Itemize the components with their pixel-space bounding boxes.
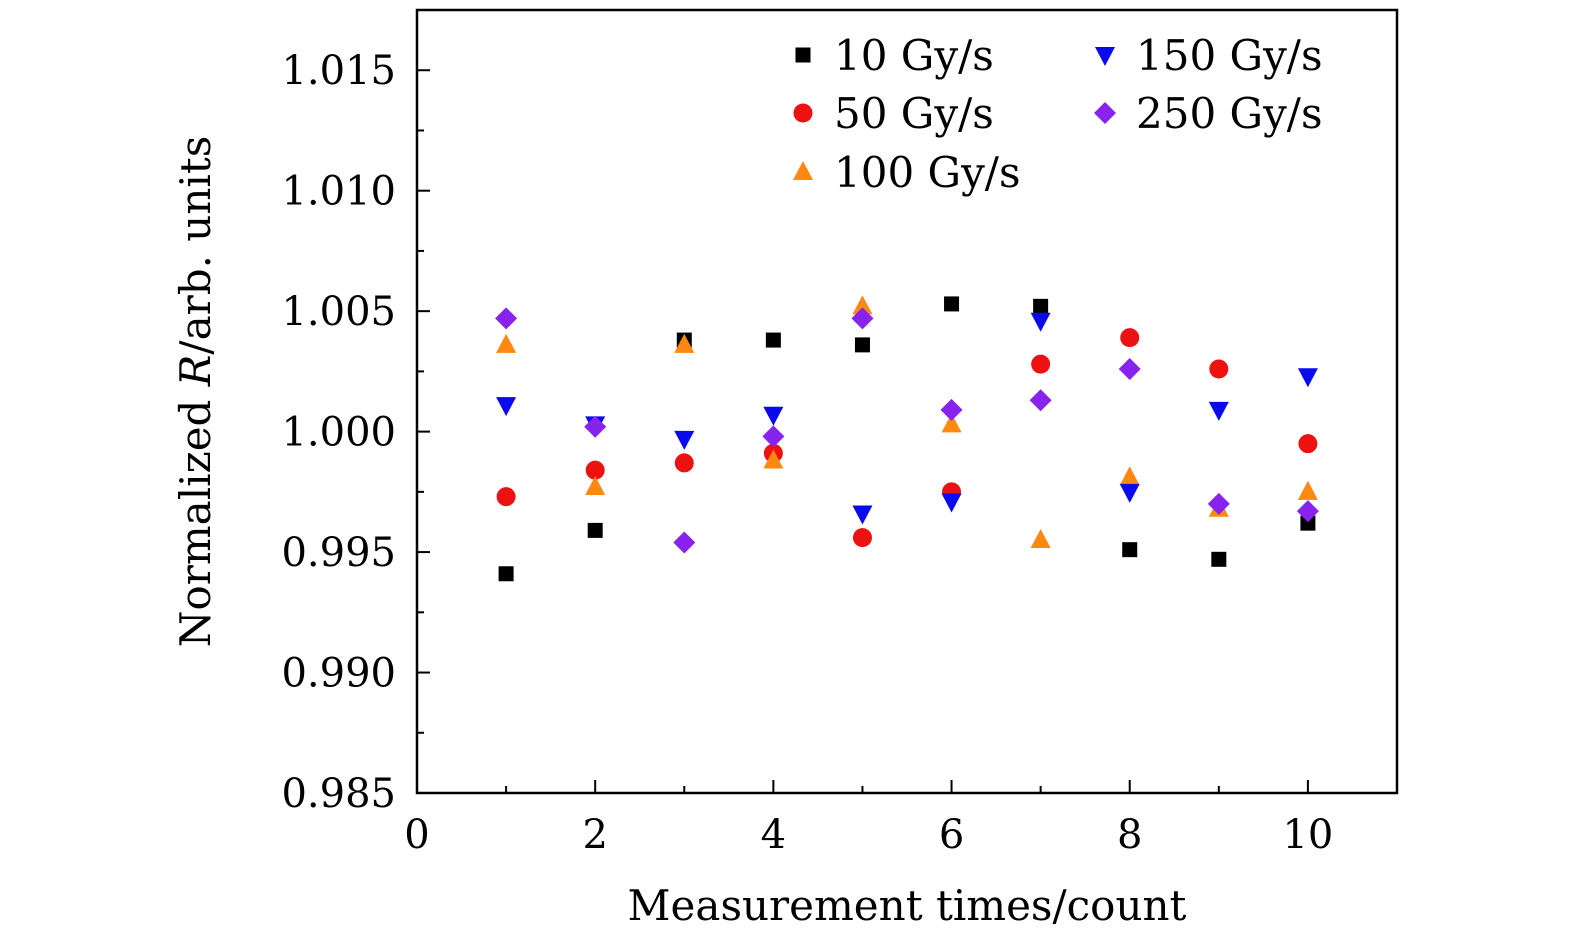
legend-item: 10 Gy/s bbox=[795, 31, 994, 80]
x-tick-label: 8 bbox=[1117, 812, 1142, 858]
plot-frame bbox=[415, 8, 1399, 795]
data-point bbox=[1029, 389, 1052, 412]
y-axis-title-suffix: /arb. units bbox=[171, 136, 220, 355]
data-point bbox=[1297, 368, 1318, 388]
data-point bbox=[1119, 466, 1140, 486]
data-point bbox=[1033, 298, 1049, 314]
legend-label: 100 Gy/s bbox=[834, 148, 1021, 197]
y-tick-label: 0.995 bbox=[281, 530, 396, 576]
minor-ticks bbox=[417, 9, 1220, 793]
data-point bbox=[584, 415, 607, 438]
x-tick-label: 0 bbox=[404, 812, 429, 858]
series-250-gy-s bbox=[495, 307, 1319, 554]
legend-marker bbox=[793, 103, 813, 123]
y-tick-label: 1.015 bbox=[281, 48, 396, 94]
series-10-gy-s bbox=[498, 296, 1316, 582]
data-point bbox=[1207, 492, 1230, 515]
data-point bbox=[587, 522, 603, 538]
data-point bbox=[1300, 515, 1316, 531]
y-axis-title-variable: R bbox=[171, 355, 220, 388]
data-point bbox=[1209, 359, 1229, 379]
data-point bbox=[673, 531, 696, 554]
x-tick-label: 10 bbox=[1282, 812, 1333, 858]
data-point bbox=[1211, 551, 1227, 567]
data-point bbox=[498, 566, 514, 582]
x-tick-label: 2 bbox=[582, 812, 607, 858]
y-axis-title: Normalized R/arb. units bbox=[171, 136, 220, 648]
data-point bbox=[1120, 328, 1140, 348]
data-point bbox=[852, 295, 873, 315]
data-point bbox=[1030, 529, 1051, 549]
data-point bbox=[585, 476, 606, 496]
data-point bbox=[763, 406, 784, 426]
legend-marker bbox=[1094, 102, 1116, 124]
legend-marker bbox=[793, 161, 813, 180]
y-tick-label: 0.985 bbox=[281, 771, 396, 817]
data-point bbox=[495, 307, 518, 330]
legend-item: 150 Gy/s bbox=[1095, 31, 1323, 80]
x-tick-label: 4 bbox=[761, 812, 786, 858]
y-axis-title-prefix: Normalized bbox=[171, 386, 220, 647]
data-point bbox=[496, 333, 517, 353]
legend: 10 Gy/s 50 Gy/s 100 Gy/s 150 Gy/s 250 Gy/s bbox=[793, 31, 1323, 197]
x-axis-title: Measurement times/count bbox=[628, 881, 1187, 930]
data-point bbox=[852, 505, 873, 525]
legend-item: 100 Gy/s bbox=[793, 148, 1021, 197]
data-point bbox=[763, 449, 784, 469]
data-point bbox=[1296, 500, 1319, 523]
data-point bbox=[765, 332, 781, 348]
data-point bbox=[1298, 434, 1318, 454]
data-point bbox=[674, 333, 695, 353]
data-point bbox=[1030, 312, 1051, 332]
data-point bbox=[941, 493, 962, 513]
y-axis: 0.985 0.990 0.995 1.000 1.005 1.010 1.015 bbox=[281, 48, 430, 817]
data-point bbox=[1122, 542, 1138, 558]
y-tick-label: 1.000 bbox=[281, 410, 396, 456]
legend-marker bbox=[1095, 47, 1115, 66]
data-point bbox=[585, 460, 605, 480]
legend-item: 50 Gy/s bbox=[793, 89, 994, 138]
data-point bbox=[854, 337, 870, 353]
data-point bbox=[762, 425, 785, 448]
y-tick-label: 0.990 bbox=[281, 651, 396, 697]
data-point bbox=[1031, 354, 1051, 374]
data-points bbox=[495, 295, 1319, 582]
legend-label: 250 Gy/s bbox=[1136, 89, 1323, 138]
data-point bbox=[852, 528, 872, 548]
x-axis: 0 2 4 6 8 10 bbox=[404, 780, 1333, 858]
data-point bbox=[1118, 357, 1141, 380]
legend-label: 10 Gy/s bbox=[834, 31, 994, 80]
data-point bbox=[674, 453, 694, 473]
y-tick-label: 1.010 bbox=[281, 169, 396, 215]
series-50-gy-s bbox=[496, 328, 1318, 548]
legend-label: 50 Gy/s bbox=[834, 89, 994, 138]
legend-label: 150 Gy/s bbox=[1136, 31, 1323, 80]
legend-marker bbox=[795, 47, 811, 63]
data-point bbox=[1119, 483, 1140, 503]
x-tick-label: 6 bbox=[939, 812, 964, 858]
data-point bbox=[1297, 480, 1318, 500]
data-point bbox=[941, 413, 962, 433]
data-point bbox=[496, 487, 516, 507]
data-point bbox=[496, 397, 517, 417]
data-point bbox=[944, 296, 960, 312]
series-150-gy-s bbox=[496, 312, 1318, 525]
data-point bbox=[851, 307, 874, 330]
data-point bbox=[940, 398, 963, 421]
data-point bbox=[1208, 401, 1229, 421]
legend-item: 250 Gy/s bbox=[1094, 89, 1323, 138]
y-tick-label: 1.005 bbox=[281, 289, 396, 335]
series-100-gy-s bbox=[496, 295, 1318, 549]
data-point bbox=[674, 430, 695, 450]
